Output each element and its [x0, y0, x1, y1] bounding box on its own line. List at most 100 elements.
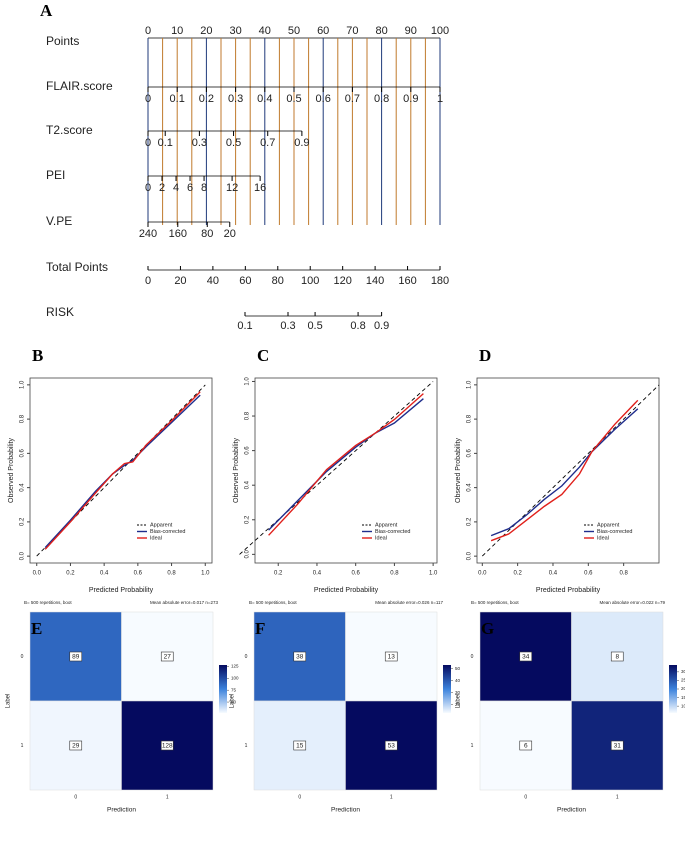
panel-letter: F — [255, 619, 265, 638]
y-tick-label: 1 — [21, 743, 24, 749]
tick-label: 0.6 — [20, 449, 26, 458]
tick-label: 0 — [145, 275, 151, 287]
colorbar-label: 30 — [681, 669, 685, 674]
colorbar-label: 30 — [455, 690, 461, 695]
panel-letter: G — [481, 619, 494, 638]
footnote: Mean absolute error=0.022 n=79 — [599, 600, 665, 605]
legend-label: Ideal — [597, 535, 609, 541]
tick-label: 0.4 — [245, 480, 251, 489]
tick-label: 90 — [405, 25, 417, 37]
footnote: Mean absolute error=0.017 n=273 — [150, 600, 219, 605]
colorbar-label: 25 — [681, 678, 685, 683]
tick-label: 80 — [201, 228, 213, 240]
legend-label: Ideal — [375, 535, 387, 541]
tick-label: 0.7 — [345, 93, 360, 105]
tick-label: 0.8 — [167, 571, 176, 577]
series-line — [44, 394, 201, 549]
y-axis-label: Label — [6, 694, 12, 709]
y-tick-label: 0 — [245, 654, 248, 660]
plot-frame — [254, 377, 438, 564]
tick-label: 1.0 — [245, 377, 251, 386]
tick-label: 0.2 — [245, 515, 251, 524]
y-tick-label: 0 — [471, 654, 474, 660]
tick-label: 1.0 — [20, 380, 26, 389]
series-line — [490, 399, 639, 542]
tick-label: 8 — [201, 182, 207, 194]
tick-label: 2 — [159, 182, 165, 194]
legend-label: Apparent — [597, 522, 620, 528]
x-tick-label: 0 — [74, 794, 77, 800]
value-box — [160, 740, 174, 751]
plot-frame — [476, 377, 660, 564]
tick-label: 1.0 — [429, 571, 438, 577]
colorbar — [219, 665, 227, 713]
tick-label: 0.4 — [549, 571, 558, 577]
tick-label: 0.4 — [467, 483, 473, 492]
x-tick-label: 0 — [298, 794, 301, 800]
row-label: RISK — [46, 305, 74, 319]
colorbar-label: 20 — [681, 686, 685, 691]
tick-label: 140 — [366, 275, 384, 287]
tick-label: 160 — [398, 275, 416, 287]
value-box — [610, 740, 624, 751]
footnote: Mean absolute error=0.026 n=117 — [375, 600, 443, 605]
tick-label: 60 — [239, 275, 251, 287]
tick-label: 4 — [173, 182, 179, 194]
value-label: 13 — [388, 654, 396, 661]
tick-label: 30 — [229, 25, 241, 37]
tick-label: 160 — [169, 228, 187, 240]
tick-label: 240 — [139, 228, 157, 240]
tick-label: 0.5 — [286, 93, 301, 105]
row-label: T2.score — [46, 123, 93, 137]
plot-frame — [29, 377, 213, 564]
value-label: 53 — [388, 743, 396, 750]
tick-label: 0.9 — [374, 320, 389, 332]
tick-label: 70 — [346, 25, 358, 37]
colorbar-label: 100 — [231, 675, 239, 680]
x-axis-label: Predicted Probability — [89, 587, 154, 594]
colorbar-label: 10 — [681, 703, 685, 708]
tick-label: 1.0 — [467, 380, 473, 389]
tick-label: 0.4 — [257, 93, 272, 105]
value-box — [160, 651, 174, 662]
tick-label: 0.0 — [33, 571, 42, 577]
y-axis-label: Observed Probability — [8, 438, 15, 503]
x-tick-label: 1 — [166, 794, 169, 800]
tick-label: 0.5 — [226, 137, 241, 149]
footnote: B= 500 repetitions, boot — [24, 600, 72, 605]
value-box — [293, 740, 307, 751]
tick-label: 1 — [437, 93, 443, 105]
panel-letter: D — [479, 346, 491, 365]
value-label: 31 — [614, 743, 622, 750]
y-tick-label: 1 — [245, 743, 248, 749]
tick-label: 0.2 — [66, 571, 75, 577]
x-tick-label: 1 — [390, 794, 393, 800]
tick-label: 20 — [174, 275, 186, 287]
tick-label: 50 — [288, 25, 300, 37]
tick-label: 0.8 — [467, 414, 473, 423]
series-line — [36, 384, 206, 557]
tick-label: 0.2 — [199, 93, 214, 105]
x-axis-label: Predicted Probability — [536, 587, 601, 594]
tick-label: 0.3 — [228, 93, 243, 105]
series-line — [268, 393, 424, 536]
legend-label: Apparent — [375, 522, 398, 528]
value-label: 38 — [296, 654, 304, 661]
panel-letter: A — [40, 1, 53, 20]
tick-label: 0.1 — [170, 93, 185, 105]
tick-label: 0.4 — [20, 483, 26, 492]
footnote: B= 500 repetitions, boot — [249, 600, 297, 605]
tick-label: 0.8 — [619, 571, 628, 577]
tick-label: 0.5 — [307, 320, 322, 332]
tick-label: 0.3 — [280, 320, 295, 332]
tick-label: 100 — [431, 25, 449, 37]
panel-letter: C — [257, 346, 269, 365]
x-axis-label: Prediction — [557, 807, 586, 814]
legend-label: Bias-corrected — [375, 529, 410, 535]
legend-label: Apparent — [150, 522, 173, 528]
value-box — [384, 651, 398, 662]
tick-label: 0.6 — [134, 571, 143, 577]
y-axis-label: Label — [230, 694, 236, 709]
series-line — [44, 391, 201, 550]
tick-label: 0.4 — [313, 571, 322, 577]
